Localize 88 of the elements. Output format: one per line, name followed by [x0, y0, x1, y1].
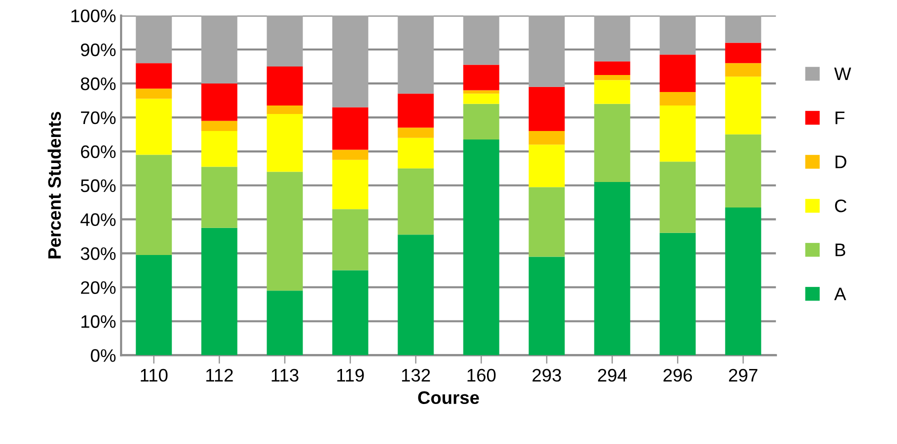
y-tick-label: 70%: [81, 111, 116, 124]
bar: [201, 16, 238, 84]
bar: [660, 232, 696, 356]
x-axis-title: Course: [418, 391, 479, 404]
bar: [594, 104, 630, 182]
x-tick-label: 160: [468, 368, 496, 382]
bar: [725, 16, 762, 43]
legend-label: W: [834, 68, 852, 80]
bar: [725, 76, 762, 134]
y-tick-label: 40%: [80, 213, 116, 226]
bar: [201, 166, 238, 228]
bar: [266, 66, 303, 106]
bar: [725, 63, 762, 77]
legend-label: C: [835, 199, 846, 212]
y-tick-label: 20%: [81, 281, 116, 294]
bar: [660, 16, 696, 55]
bar: [398, 94, 434, 128]
bar: [725, 42, 762, 64]
bar: [332, 270, 368, 356]
y-tick-label: 50%: [80, 179, 116, 192]
bar: [528, 187, 565, 257]
bar: [528, 131, 565, 145]
bar: [266, 172, 303, 291]
bar: [398, 16, 434, 94]
y-tick-label: 90%: [80, 43, 116, 56]
bar: [136, 255, 172, 356]
bar: [725, 207, 762, 356]
x-tick-label: 294: [598, 368, 627, 382]
bar: [332, 107, 368, 150]
bar: [660, 92, 696, 106]
x-tick-label: 119: [337, 368, 364, 382]
bar: [528, 16, 565, 87]
bar: [398, 168, 434, 235]
y-tick-label: 10%: [81, 315, 116, 328]
bar: [136, 63, 172, 89]
x-tick-label: 293: [532, 368, 561, 382]
bar: [398, 138, 434, 168]
bar: [266, 114, 303, 172]
bar: [725, 134, 762, 208]
bar: [201, 131, 238, 167]
bar: [594, 16, 630, 62]
legend-label: F: [836, 112, 844, 124]
bar: [463, 94, 500, 104]
bar: [398, 128, 434, 138]
bar: [528, 256, 565, 356]
bar: [201, 228, 238, 356]
y-tick-label: 100%: [71, 9, 116, 22]
legend-label: D: [836, 156, 846, 168]
bar: [463, 64, 500, 90]
bar: [332, 150, 368, 160]
bar: [136, 98, 172, 155]
bar: [594, 182, 630, 356]
bar: [201, 83, 238, 121]
bar: [136, 154, 172, 255]
bar: [266, 290, 303, 356]
bar: [332, 16, 368, 108]
y-tick-label: 60%: [81, 145, 116, 158]
x-tick-label: 112: [206, 368, 233, 382]
bar: [463, 140, 500, 356]
bar: [136, 16, 172, 64]
bar: [266, 16, 303, 66]
bar: [594, 80, 630, 104]
y-tick-label: 0%: [90, 349, 116, 362]
y-tick-label: 80%: [80, 77, 116, 90]
legend-label: A: [834, 288, 846, 300]
bar: [594, 61, 630, 75]
x-tick-label: 132: [402, 368, 430, 382]
bar: [660, 162, 696, 233]
x-tick-label: 110: [140, 368, 168, 382]
bar: [660, 54, 696, 92]
x-tick-label: 296: [664, 368, 692, 382]
bar: [528, 86, 565, 132]
bar: [594, 74, 630, 80]
x-tick-label: 297: [729, 368, 758, 382]
bar: [332, 209, 368, 270]
y-axis-title: Percent Students: [48, 112, 61, 258]
bar: [528, 144, 565, 188]
bar: [266, 106, 303, 114]
legend-label: B: [836, 244, 846, 256]
bar: [332, 160, 368, 210]
bar: [660, 106, 696, 162]
bar: [463, 16, 500, 65]
y-tick-label: 30%: [80, 247, 116, 260]
bar: [201, 120, 238, 132]
bar: [463, 104, 500, 140]
bar: [398, 234, 434, 356]
x-tick-label: 113: [272, 368, 298, 382]
bar: [136, 88, 172, 99]
